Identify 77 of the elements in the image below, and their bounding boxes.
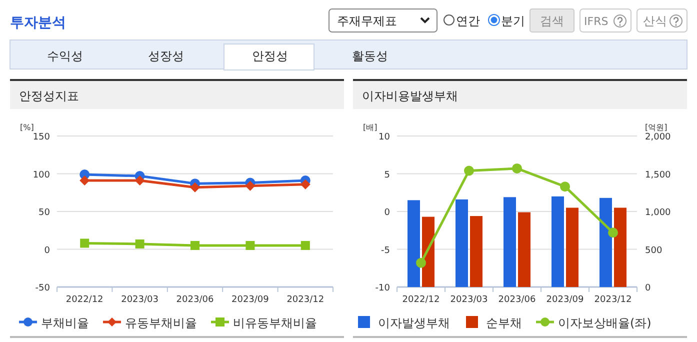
bar <box>552 196 564 287</box>
point <box>512 163 522 174</box>
legend-item: 비유동부채비율 <box>211 316 317 330</box>
point <box>608 228 618 238</box>
point <box>246 240 255 250</box>
y2-tick-label: 2,000 <box>645 132 672 142</box>
text: 활동성 <box>352 49 388 63</box>
legend-item: 부채비율 <box>19 316 89 330</box>
y-tick-label: -50 <box>35 284 50 294</box>
x-tick-label: 2023/06 <box>176 295 214 305</box>
point <box>80 238 90 248</box>
text: 성장성 <box>148 49 184 63</box>
legend-label: 부채비율 <box>41 316 89 330</box>
point <box>416 258 426 268</box>
point <box>300 240 310 250</box>
y-tick-label: 0 <box>384 208 390 218</box>
y-tick-label: -10 <box>375 284 390 294</box>
point <box>560 182 570 192</box>
y-tick-label: 0 <box>44 246 50 256</box>
point <box>300 179 310 190</box>
y2-tick-label: 500 <box>645 246 662 256</box>
x-tick-label: 2023/03 <box>121 295 158 305</box>
x-tick-label: 2023/03 <box>450 295 488 305</box>
bar <box>408 200 420 287</box>
text: 주재무제표 <box>337 14 397 28</box>
legend-item: 유동부채비율 <box>103 316 197 330</box>
y-tick-label: 100 <box>32 170 50 180</box>
legend-label: 이자발생부채 <box>378 316 450 330</box>
text: 수익성 <box>47 49 83 63</box>
bar <box>504 197 516 287</box>
text: IFRS <box>584 15 608 28</box>
legend-label: 비유동부채비율 <box>233 316 317 330</box>
title: 안정성지표 <box>19 89 79 103</box>
bar <box>566 208 578 287</box>
point <box>464 166 474 176</box>
bar <box>470 216 482 287</box>
x-tick-label: 2022/12 <box>66 295 104 305</box>
y2-tick-label: 1,000 <box>645 208 672 218</box>
y2-axis-title: [억원] <box>645 123 668 132</box>
legend-label: 순부채 <box>486 316 522 330</box>
y-axis-title: [%] <box>20 123 34 132</box>
bar <box>600 198 612 287</box>
title: 투자분석 <box>10 15 66 31</box>
legend-item: 순부채 <box>466 316 522 330</box>
y-tick-label: 50 <box>38 208 50 218</box>
x-tick-label: 2023/12 <box>286 295 324 305</box>
y-tick-label: 150 <box>32 132 50 142</box>
y-tick-label: 5 <box>384 170 390 180</box>
text: 산식 <box>643 14 667 28</box>
bar <box>518 212 530 287</box>
point <box>190 240 200 250</box>
point <box>135 239 144 248</box>
y-axis-title: [배] <box>363 123 378 132</box>
bar <box>614 208 626 287</box>
legend-label: 이자보상배율(좌) <box>558 316 652 330</box>
y2-tick-label: 0 <box>645 284 651 294</box>
point <box>80 176 90 186</box>
legend-item: 이자발생부채 <box>358 316 450 330</box>
title: 이자비용발생부채 <box>362 89 458 103</box>
text: 검색 <box>540 14 564 28</box>
y-tick-label: 10 <box>378 132 390 142</box>
x-tick-label: 2023/12 <box>594 295 632 305</box>
legend-item: 이자보상배율(좌) <box>536 316 652 330</box>
legend-label: 유동부채비율 <box>125 316 197 330</box>
bar <box>456 199 468 287</box>
point <box>134 176 145 186</box>
point <box>245 180 256 191</box>
point <box>190 182 200 192</box>
x-tick-label: 2023/06 <box>498 295 536 305</box>
x-tick-label: 2023/09 <box>232 295 270 305</box>
text: 분기 <box>501 14 525 28</box>
x-tick-label: 2022/12 <box>402 295 440 305</box>
text: 안정성 <box>252 49 288 63</box>
y-tick-label: -5 <box>381 246 390 256</box>
text: 연간 <box>456 14 480 28</box>
x-tick-label: 2023/09 <box>546 295 584 305</box>
y2-tick-label: 1,500 <box>645 170 672 180</box>
